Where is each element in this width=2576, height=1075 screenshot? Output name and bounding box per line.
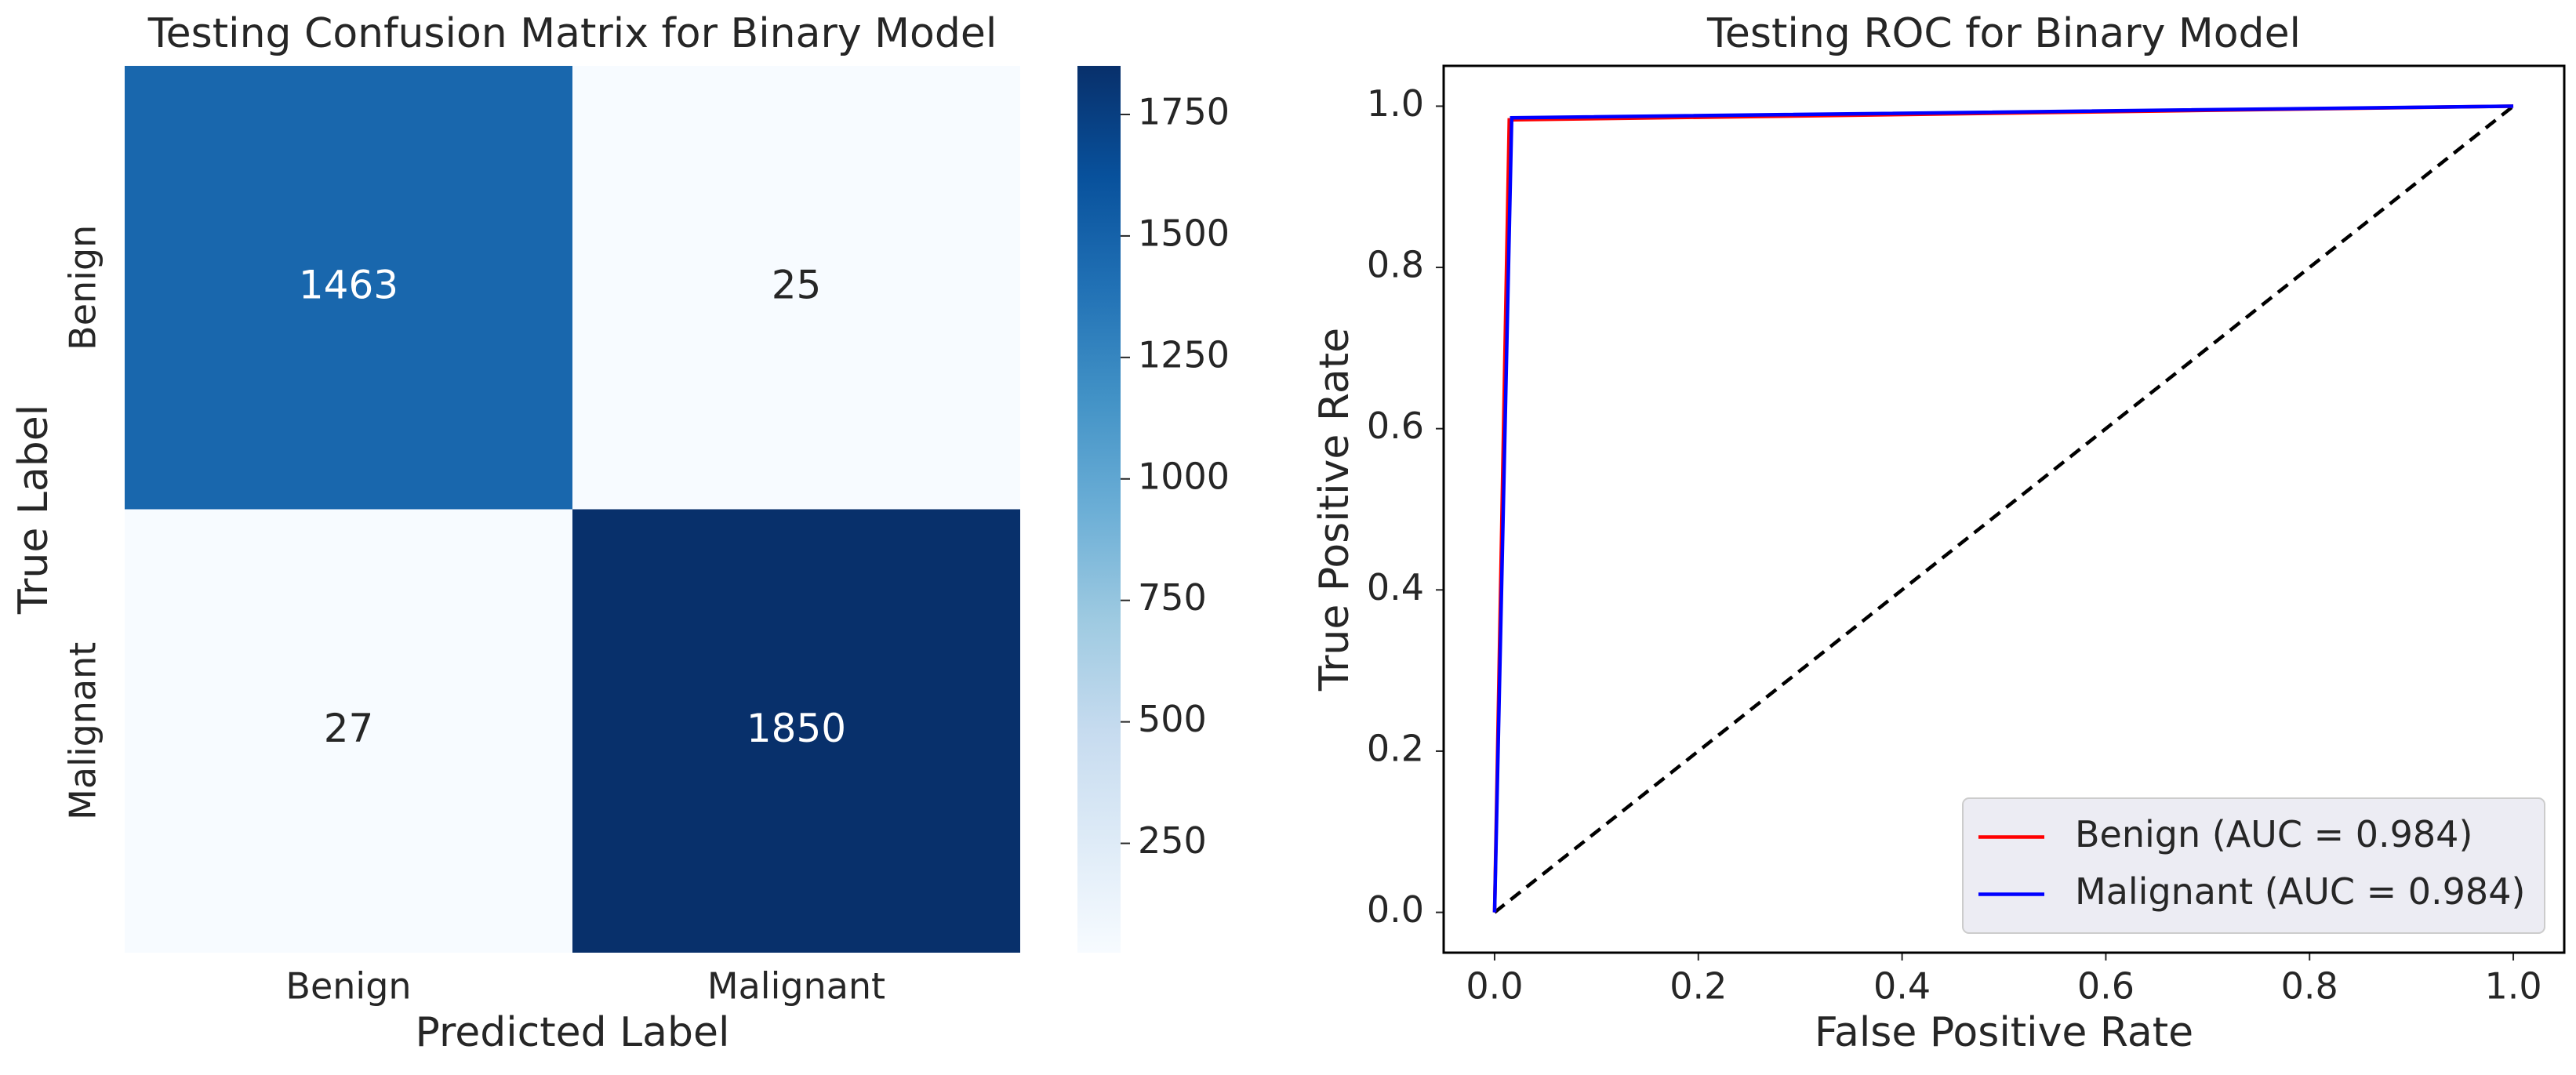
y-tick-label: Benign: [62, 225, 104, 350]
x-axis-label: Predicted Label: [416, 1009, 730, 1056]
heatmap-cell: [572, 509, 1020, 953]
colorbar-tick-label: 750: [1138, 576, 1207, 619]
y-tick-label: 0.6: [1367, 405, 1424, 447]
colorbar: [1077, 66, 1121, 953]
y-tick-label: 0.0: [1367, 888, 1424, 931]
y-tick-label: 1.0: [1367, 82, 1424, 125]
y-tick-label: 0.2: [1367, 727, 1424, 769]
heatmap-cell: [125, 66, 572, 510]
y-axis-label: True Positive Rate: [1311, 328, 1358, 692]
y-axis-label: True Label: [10, 405, 57, 615]
colorbar-tick-label: 1000: [1138, 455, 1230, 497]
legend-label: Benign (AUC = 0.984): [2075, 813, 2472, 855]
legend-label: Malignant (AUC = 0.984): [2075, 870, 2525, 913]
x-tick-label: 0.0: [1466, 965, 1523, 1008]
legend-box: [1962, 797, 2545, 934]
y-tick-label: Malignant: [62, 642, 104, 820]
cell-annotation: 1850: [747, 706, 846, 751]
colorbar-tick-label: 1750: [1138, 90, 1230, 133]
y-tick-label: 0.4: [1367, 566, 1424, 608]
heatmap-cell: [125, 509, 572, 953]
roc-line: [1492, 104, 2514, 913]
x-tick-label: 0.8: [2281, 965, 2338, 1008]
colorbar-tick-label: 500: [1138, 698, 1207, 740]
colorbar-tick-label: 250: [1138, 819, 1207, 862]
reference-line: [1493, 104, 2515, 914]
x-tick-label: 0.6: [2077, 965, 2135, 1008]
chart-title: Testing Confusion Matrix for Binary Mode…: [147, 10, 997, 57]
plot-frame: [1442, 64, 2566, 954]
cell-annotation: 25: [772, 262, 822, 307]
x-tick-label: 0.4: [1873, 965, 1931, 1008]
x-axis-label: False Positive Rate: [1815, 1009, 2193, 1056]
colorbar-tick-label: 1250: [1138, 333, 1230, 376]
x-tick-label: 1.0: [2484, 965, 2541, 1008]
y-tick-label: 0.8: [1367, 244, 1424, 286]
x-tick-label: Malignant: [707, 965, 885, 1008]
x-tick-label: Benign: [285, 965, 411, 1008]
colorbar-tick-label: 1500: [1138, 212, 1230, 254]
cell-annotation: 1463: [299, 262, 398, 307]
heatmap-cell: [572, 66, 1020, 510]
cell-annotation: 27: [324, 706, 374, 751]
chart-title: Testing ROC for Binary Model: [1706, 10, 2301, 57]
x-tick-label: 0.2: [1669, 965, 1727, 1008]
